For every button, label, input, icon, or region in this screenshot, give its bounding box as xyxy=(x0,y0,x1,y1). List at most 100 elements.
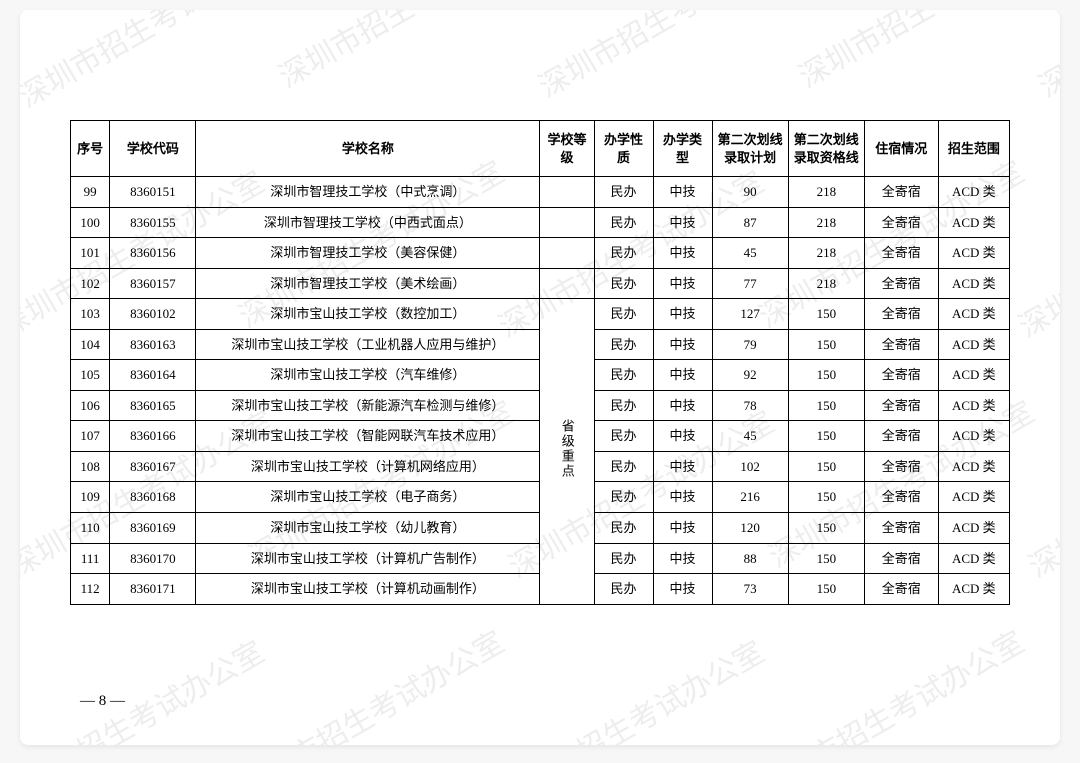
th-name: 学校名称 xyxy=(196,121,540,177)
cell-type: 中技 xyxy=(653,207,712,238)
cell-level xyxy=(540,238,594,269)
cell-name: 深圳市宝山技工学校（幼儿教育） xyxy=(196,513,540,544)
cell-dorm: 全寄宿 xyxy=(864,513,938,544)
cell-line: 218 xyxy=(788,238,864,269)
cell-nature: 民办 xyxy=(594,574,653,605)
cell-line: 150 xyxy=(788,360,864,391)
table-row: 1018360156深圳市智理技工学校（美容保健）民办中技45218全寄宿ACD… xyxy=(71,238,1010,269)
th-nature: 办学性质 xyxy=(594,121,653,177)
cell-nature: 民办 xyxy=(594,451,653,482)
cell-nature: 民办 xyxy=(594,268,653,299)
cell-name: 深圳市宝山技工学校（工业机器人应用与维护） xyxy=(196,329,540,360)
cell-dorm: 全寄宿 xyxy=(864,177,938,208)
cell-scope: ACD 类 xyxy=(938,299,1009,330)
cell-dorm: 全寄宿 xyxy=(864,299,938,330)
cell-plan: 87 xyxy=(712,207,788,238)
cell-level: 省级重点 xyxy=(540,299,594,604)
cell-seq: 106 xyxy=(71,390,110,421)
cell-name: 深圳市智理技工学校（中西式面点） xyxy=(196,207,540,238)
cell-name: 深圳市宝山技工学校（计算机网络应用） xyxy=(196,451,540,482)
cell-scope: ACD 类 xyxy=(938,574,1009,605)
cell-seq: 100 xyxy=(71,207,110,238)
cell-code: 8360167 xyxy=(110,451,196,482)
cell-code: 8360166 xyxy=(110,421,196,452)
cell-name: 深圳市宝山技工学校（电子商务） xyxy=(196,482,540,513)
cell-name: 深圳市宝山技工学校（计算机动画制作） xyxy=(196,574,540,605)
cell-dorm: 全寄宿 xyxy=(864,360,938,391)
cell-nature: 民办 xyxy=(594,390,653,421)
cell-line: 150 xyxy=(788,543,864,574)
cell-plan: 45 xyxy=(712,238,788,269)
cell-scope: ACD 类 xyxy=(938,513,1009,544)
cell-scope: ACD 类 xyxy=(938,390,1009,421)
cell-name: 深圳市宝山技工学校（汽车维修） xyxy=(196,360,540,391)
document-page: 深圳市招生考试办公室深圳市招生考试办公室深圳市招生考试办公室深圳市招生考试办公室… xyxy=(20,10,1060,745)
cell-dorm: 全寄宿 xyxy=(864,390,938,421)
cell-seq: 99 xyxy=(71,177,110,208)
cell-code: 8360169 xyxy=(110,513,196,544)
table-row: 998360151深圳市智理技工学校（中式烹调）民办中技90218全寄宿ACD … xyxy=(71,177,1010,208)
watermark-text: 深圳市招生考试办公室 xyxy=(20,628,271,745)
cell-name: 深圳市宝山技工学校（新能源汽车检测与维修） xyxy=(196,390,540,421)
cell-seq: 109 xyxy=(71,482,110,513)
cell-nature: 民办 xyxy=(594,329,653,360)
cell-code: 8360155 xyxy=(110,207,196,238)
cell-level xyxy=(540,207,594,238)
th-type: 办学类型 xyxy=(653,121,712,177)
cell-type: 中技 xyxy=(653,177,712,208)
cell-nature: 民办 xyxy=(594,482,653,513)
cell-seq: 102 xyxy=(71,268,110,299)
cell-nature: 民办 xyxy=(594,207,653,238)
cell-seq: 107 xyxy=(71,421,110,452)
cell-seq: 103 xyxy=(71,299,110,330)
cell-plan: 90 xyxy=(712,177,788,208)
cell-code: 8360163 xyxy=(110,329,196,360)
th-plan: 第二次划线录取计划 xyxy=(712,121,788,177)
cell-line: 218 xyxy=(788,268,864,299)
cell-plan: 77 xyxy=(712,268,788,299)
cell-name: 深圳市智理技工学校（美容保健） xyxy=(196,238,540,269)
cell-line: 150 xyxy=(788,299,864,330)
cell-seq: 112 xyxy=(71,574,110,605)
table-row: 1038360102深圳市宝山技工学校（数控加工）省级重点民办中技127150全… xyxy=(71,299,1010,330)
cell-line: 150 xyxy=(788,574,864,605)
cell-name: 深圳市宝山技工学校（数控加工） xyxy=(196,299,540,330)
cell-nature: 民办 xyxy=(594,513,653,544)
cell-nature: 民办 xyxy=(594,421,653,452)
cell-line: 218 xyxy=(788,177,864,208)
cell-plan: 73 xyxy=(712,574,788,605)
cell-scope: ACD 类 xyxy=(938,207,1009,238)
cell-plan: 216 xyxy=(712,482,788,513)
cell-line: 150 xyxy=(788,451,864,482)
cell-scope: ACD 类 xyxy=(938,329,1009,360)
cell-seq: 101 xyxy=(71,238,110,269)
cell-seq: 104 xyxy=(71,329,110,360)
cell-dorm: 全寄宿 xyxy=(864,421,938,452)
cell-dorm: 全寄宿 xyxy=(864,329,938,360)
cell-dorm: 全寄宿 xyxy=(864,482,938,513)
cell-scope: ACD 类 xyxy=(938,543,1009,574)
cell-line: 150 xyxy=(788,482,864,513)
th-seq: 序号 xyxy=(71,121,110,177)
cell-type: 中技 xyxy=(653,421,712,452)
table-container: 序号 学校代码 学校名称 学校等级 办学性质 办学类型 第二次划线录取计划 第二… xyxy=(20,10,1060,605)
cell-seq: 108 xyxy=(71,451,110,482)
cell-scope: ACD 类 xyxy=(938,177,1009,208)
cell-code: 8360164 xyxy=(110,360,196,391)
cell-plan: 78 xyxy=(712,390,788,421)
cell-plan: 79 xyxy=(712,329,788,360)
watermark-text: 深圳市招生考试办公室 xyxy=(229,618,511,745)
cell-line: 150 xyxy=(788,329,864,360)
cell-type: 中技 xyxy=(653,268,712,299)
cell-code: 8360157 xyxy=(110,268,196,299)
table-body: 998360151深圳市智理技工学校（中式烹调）民办中技90218全寄宿ACD … xyxy=(71,177,1010,605)
cell-type: 中技 xyxy=(653,574,712,605)
schools-table: 序号 学校代码 学校名称 学校等级 办学性质 办学类型 第二次划线录取计划 第二… xyxy=(70,120,1010,605)
cell-type: 中技 xyxy=(653,513,712,544)
cell-plan: 102 xyxy=(712,451,788,482)
cell-type: 中技 xyxy=(653,482,712,513)
cell-plan: 120 xyxy=(712,513,788,544)
cell-code: 8360170 xyxy=(110,543,196,574)
cell-type: 中技 xyxy=(653,299,712,330)
cell-scope: ACD 类 xyxy=(938,451,1009,482)
